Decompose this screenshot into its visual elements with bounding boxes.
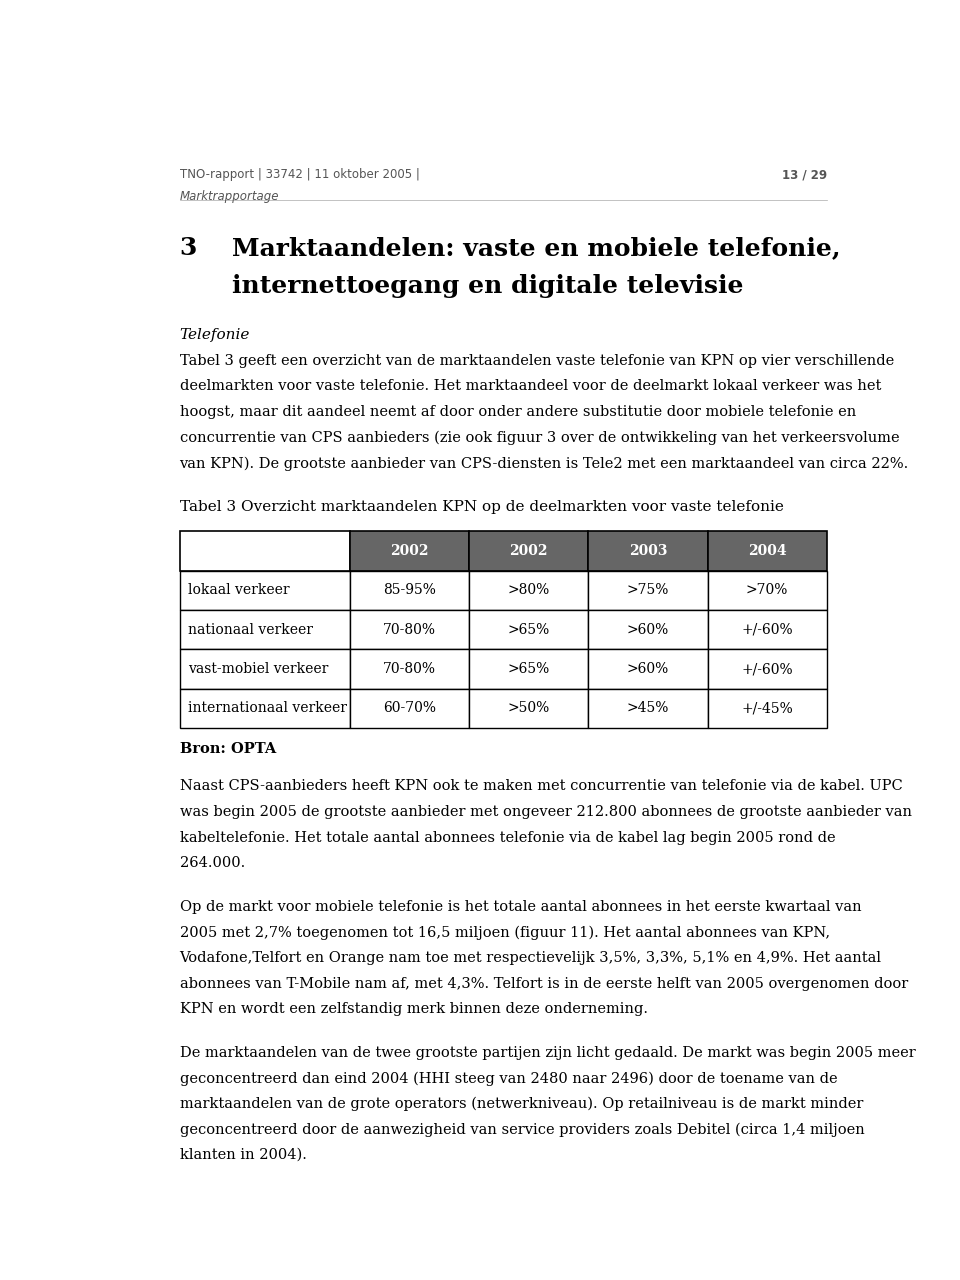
Text: kabeltelefonie. Het totale aantal abonnees telefonie via de kabel lag begin 2005: kabeltelefonie. Het totale aantal abonne… <box>180 831 835 845</box>
Bar <box>180 649 349 689</box>
Text: Marktrapportage: Marktrapportage <box>180 189 279 204</box>
Bar <box>349 611 469 649</box>
Text: geconcentreerd door de aanwezigheid van service providers zoals Debitel (circa 1: geconcentreerd door de aanwezigheid van … <box>180 1123 864 1137</box>
Text: concurrentie van CPS aanbieders (zie ook figuur 3 over de ontwikkeling van het v: concurrentie van CPS aanbieders (zie ook… <box>180 430 900 445</box>
Text: >60%: >60% <box>627 662 669 676</box>
Text: 60-70%: 60-70% <box>383 701 436 716</box>
Text: Bron: OPTA: Bron: OPTA <box>180 742 276 756</box>
Text: nationaal verkeer: nationaal verkeer <box>188 622 314 636</box>
Bar <box>708 571 827 611</box>
Text: >75%: >75% <box>627 584 669 598</box>
Text: was begin 2005 de grootste aanbieder met ongeveer 212.800 abonnees de grootste a: was begin 2005 de grootste aanbieder met… <box>180 805 912 819</box>
Text: geconcentreerd dan eind 2004 (HHI steeg van 2480 naar 2496) door de toename van : geconcentreerd dan eind 2004 (HHI steeg … <box>180 1071 837 1085</box>
Bar <box>708 611 827 649</box>
Text: marktaandelen van de grote operators (netwerkniveau). Op retailniveau is de mark: marktaandelen van de grote operators (ne… <box>180 1097 863 1111</box>
Text: Tabel 3 Overzicht marktaandelen KPN op de deelmarkten voor vaste telefonie: Tabel 3 Overzicht marktaandelen KPN op d… <box>180 499 783 513</box>
Text: 2002: 2002 <box>510 544 548 558</box>
Text: van KPN). De grootste aanbieder van CPS-diensten is Tele2 met een marktaandeel v: van KPN). De grootste aanbieder van CPS-… <box>180 456 909 471</box>
Bar <box>708 531 827 571</box>
Text: 13 / 29: 13 / 29 <box>781 169 827 182</box>
Bar <box>588 689 708 728</box>
Text: >60%: >60% <box>627 622 669 636</box>
Bar <box>588 571 708 611</box>
Bar <box>588 531 708 571</box>
Text: >70%: >70% <box>746 584 788 598</box>
Bar <box>469 649 588 689</box>
Text: >45%: >45% <box>627 701 669 716</box>
Text: 70-80%: 70-80% <box>383 662 436 676</box>
Text: >80%: >80% <box>508 584 550 598</box>
Text: internationaal verkeer: internationaal verkeer <box>188 701 348 716</box>
Text: lokaal verkeer: lokaal verkeer <box>188 584 290 598</box>
Text: Marktaandelen: vaste en mobiele telefonie,: Marktaandelen: vaste en mobiele telefoni… <box>231 237 840 260</box>
Text: 264.000.: 264.000. <box>180 856 245 870</box>
Text: klanten in 2004).: klanten in 2004). <box>180 1148 306 1162</box>
Text: 2004: 2004 <box>748 544 786 558</box>
Bar <box>349 649 469 689</box>
Bar <box>180 611 349 649</box>
Text: 3: 3 <box>180 237 197 260</box>
Text: >65%: >65% <box>508 622 550 636</box>
Text: 70-80%: 70-80% <box>383 622 436 636</box>
Bar <box>180 689 349 728</box>
Text: deelmarkten voor vaste telefonie. Het marktaandeel voor de deelmarkt lokaal verk: deelmarkten voor vaste telefonie. Het ma… <box>180 379 881 393</box>
Text: 85-95%: 85-95% <box>383 584 436 598</box>
Text: vast-mobiel verkeer: vast-mobiel verkeer <box>188 662 329 676</box>
Text: hoogst, maar dit aandeel neemt af door onder andere substitutie door mobiele tel: hoogst, maar dit aandeel neemt af door o… <box>180 404 855 419</box>
Bar <box>180 571 349 611</box>
Bar <box>588 649 708 689</box>
Text: Vodafone,Telfort en Orange nam toe met respectievelijk 3,5%, 3,3%, 5,1% en 4,9%.: Vodafone,Telfort en Orange nam toe met r… <box>180 951 881 965</box>
Bar <box>588 611 708 649</box>
Bar <box>349 531 469 571</box>
Text: +/-60%: +/-60% <box>741 662 793 676</box>
Text: Naast CPS-aanbieders heeft KPN ook te maken met concurrentie van telefonie via d: Naast CPS-aanbieders heeft KPN ook te ma… <box>180 780 902 794</box>
Text: abonnees van T-Mobile nam af, met 4,3%. Telfort is in de eerste helft van 2005 o: abonnees van T-Mobile nam af, met 4,3%. … <box>180 977 908 991</box>
Text: 2005 met 2,7% toegenomen tot 16,5 miljoen (figuur 11). Het aantal abonnees van K: 2005 met 2,7% toegenomen tot 16,5 miljoe… <box>180 925 829 940</box>
Text: KPN en wordt een zelfstandig merk binnen deze onderneming.: KPN en wordt een zelfstandig merk binnen… <box>180 1002 647 1016</box>
Text: >50%: >50% <box>508 701 550 716</box>
Text: Telefonie: Telefonie <box>180 328 250 342</box>
Bar <box>469 611 588 649</box>
Bar <box>469 531 588 571</box>
Text: 2002: 2002 <box>390 544 429 558</box>
Text: De marktaandelen van de twee grootste partijen zijn licht gedaald. De markt was : De marktaandelen van de twee grootste pa… <box>180 1046 915 1060</box>
Bar <box>349 571 469 611</box>
Text: +/-60%: +/-60% <box>741 622 793 636</box>
Text: Tabel 3 geeft een overzicht van de marktaandelen vaste telefonie van KPN op vier: Tabel 3 geeft een overzicht van de markt… <box>180 353 894 367</box>
Bar <box>708 649 827 689</box>
Text: 2003: 2003 <box>629 544 667 558</box>
Bar <box>469 689 588 728</box>
Bar <box>180 531 349 571</box>
Text: Op de markt voor mobiele telefonie is het totale aantal abonnees in het eerste k: Op de markt voor mobiele telefonie is he… <box>180 900 861 914</box>
Text: internettoegang en digitale televisie: internettoegang en digitale televisie <box>231 274 743 298</box>
Text: >65%: >65% <box>508 662 550 676</box>
Bar <box>469 571 588 611</box>
Text: +/-45%: +/-45% <box>741 701 793 716</box>
Bar <box>349 689 469 728</box>
Bar <box>708 689 827 728</box>
Text: TNO-rapport | 33742 | 11 oktober 2005 |: TNO-rapport | 33742 | 11 oktober 2005 | <box>180 169 420 182</box>
